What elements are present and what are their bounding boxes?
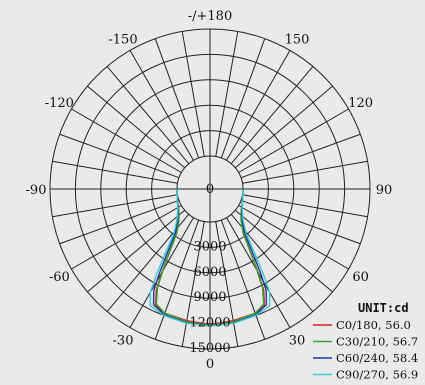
grid-spoke — [238, 108, 349, 173]
grid-spoke — [59, 199, 180, 245]
angle-label: 0 — [206, 357, 214, 372]
grid-spoke — [181, 31, 205, 157]
intensity-curves — [149, 188, 271, 327]
grid-spoke — [59, 133, 180, 179]
grid-spoke — [52, 194, 178, 218]
grid-spoke — [242, 194, 368, 218]
legend-entry: C30/210, 56.7 — [336, 335, 418, 349]
angle-label: 60 — [352, 270, 369, 285]
grid-spoke — [240, 199, 361, 245]
angle-label: -/+180 — [188, 9, 232, 24]
curve-series-3 — [149, 188, 271, 327]
angle-label: -120 — [45, 96, 74, 111]
grid-spoke — [71, 108, 182, 173]
radial-tick-label: 9000 — [193, 290, 226, 305]
legend: UNIT:cd C0/180, 56.0 C30/210, 56.7 C60/240… — [313, 301, 418, 382]
grid-spoke — [154, 38, 200, 159]
grid-spoke — [220, 38, 266, 159]
radial-tick-label: 3000 — [193, 239, 226, 254]
grid-spoke — [71, 205, 182, 270]
grid-spoke — [234, 85, 333, 169]
grid-spoke — [52, 160, 178, 184]
curve-series-1 — [155, 188, 265, 327]
angle-label: 90 — [376, 183, 393, 198]
angle-label: -90 — [26, 183, 47, 198]
chart-labels: -/+180-150 150-120 120-90 90-60 60-30 3000300… — [26, 9, 393, 372]
legend-entry: C60/240, 58.4 — [336, 351, 418, 365]
grid-spoke — [240, 133, 361, 179]
grid-spoke — [87, 85, 186, 169]
grid-spoke — [230, 66, 314, 165]
grid-spoke — [154, 219, 200, 340]
angle-label: -150 — [108, 32, 137, 47]
polar-grid — [49, 28, 371, 350]
grid-spoke — [242, 160, 368, 184]
angle-label: 30 — [289, 334, 306, 349]
radial-tick-label: 15000 — [189, 341, 230, 356]
radial-tick-label: 12000 — [189, 316, 230, 331]
grid-spoke — [106, 66, 190, 165]
grid-spoke — [215, 221, 239, 347]
grid-spoke — [220, 219, 266, 340]
grid-spoke — [181, 221, 205, 347]
legend-entry: C0/180, 56.0 — [336, 318, 411, 332]
radial-tick-label: 0 — [206, 182, 214, 197]
grid-spoke — [87, 209, 186, 293]
angle-label: 150 — [285, 32, 310, 47]
grid-spoke — [226, 50, 291, 161]
grid-spoke — [215, 31, 239, 157]
radial-tick-label: 6000 — [193, 265, 226, 280]
unit-label: UNIT:cd — [358, 301, 409, 315]
angle-label: -30 — [113, 334, 134, 349]
angle-label: -60 — [49, 270, 70, 285]
grid-spoke — [234, 209, 333, 293]
grid-spoke — [238, 205, 349, 270]
grid-spoke — [129, 50, 194, 161]
legend-entry: C90/270, 56.9 — [336, 368, 418, 382]
angle-label: 120 — [348, 96, 373, 111]
